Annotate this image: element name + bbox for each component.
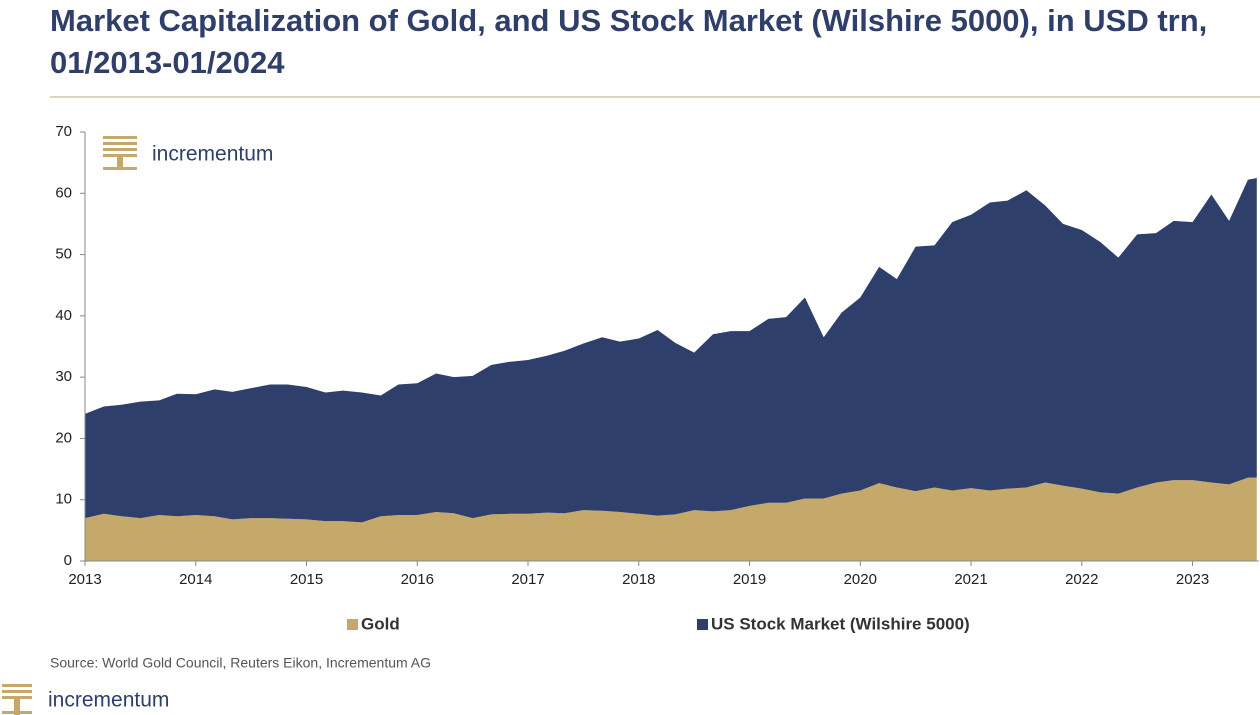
legend-label: Gold: [361, 614, 400, 633]
legend-label: US Stock Market (Wilshire 5000): [711, 614, 970, 633]
chart-title: Market Capitalization of Gold, and US St…: [50, 3, 1208, 80]
y-tick-label: 30: [55, 368, 72, 385]
logo-text: incrementum: [48, 689, 169, 712]
x-tick-label: 2020: [844, 571, 877, 588]
legend-swatch: [347, 619, 358, 630]
x-tick-label: 2022: [1065, 571, 1098, 588]
area: [85, 177, 1257, 523]
x-tick-label: 2019: [733, 571, 766, 588]
source: Source: World Gold Council, Reuters Eiko…: [50, 655, 431, 671]
x-tick-label: 2013: [68, 571, 101, 588]
logo-text: incrementum: [152, 143, 273, 166]
area: [85, 477, 1257, 561]
title-box: Market Capitalization of Gold, and US St…: [50, 3, 1208, 80]
plot-area: 0 10 20 30 40 50 60 70 2013 2014 2015 2016 2017 2018 2…: [55, 123, 1259, 633]
y-tick-label: 40: [55, 307, 72, 324]
x-tick-label: 2023: [1176, 571, 1209, 588]
y-tick-label: 20: [55, 429, 72, 446]
legend-swatch: [697, 619, 708, 630]
x-tick-label: 2015: [290, 571, 323, 588]
logo-bottom: incrementum: [2, 684, 169, 715]
y-tick-label: 10: [55, 491, 72, 508]
y-tick-label: 0: [64, 552, 72, 569]
logo-icon: [2, 684, 32, 715]
y-tick-label: 50: [55, 246, 72, 263]
x-tick-label: 2021: [954, 571, 987, 588]
x-tick-label: 2018: [622, 571, 655, 588]
y-tick-label: 70: [55, 123, 72, 140]
x-tick-label: 2017: [511, 571, 544, 588]
logo-icon: [103, 136, 137, 170]
x-tick-label: 2016: [401, 571, 434, 588]
x-tick-label: 2014: [179, 571, 212, 588]
logo-top: incrementum: [103, 136, 273, 170]
y-tick-label: 60: [55, 184, 72, 201]
